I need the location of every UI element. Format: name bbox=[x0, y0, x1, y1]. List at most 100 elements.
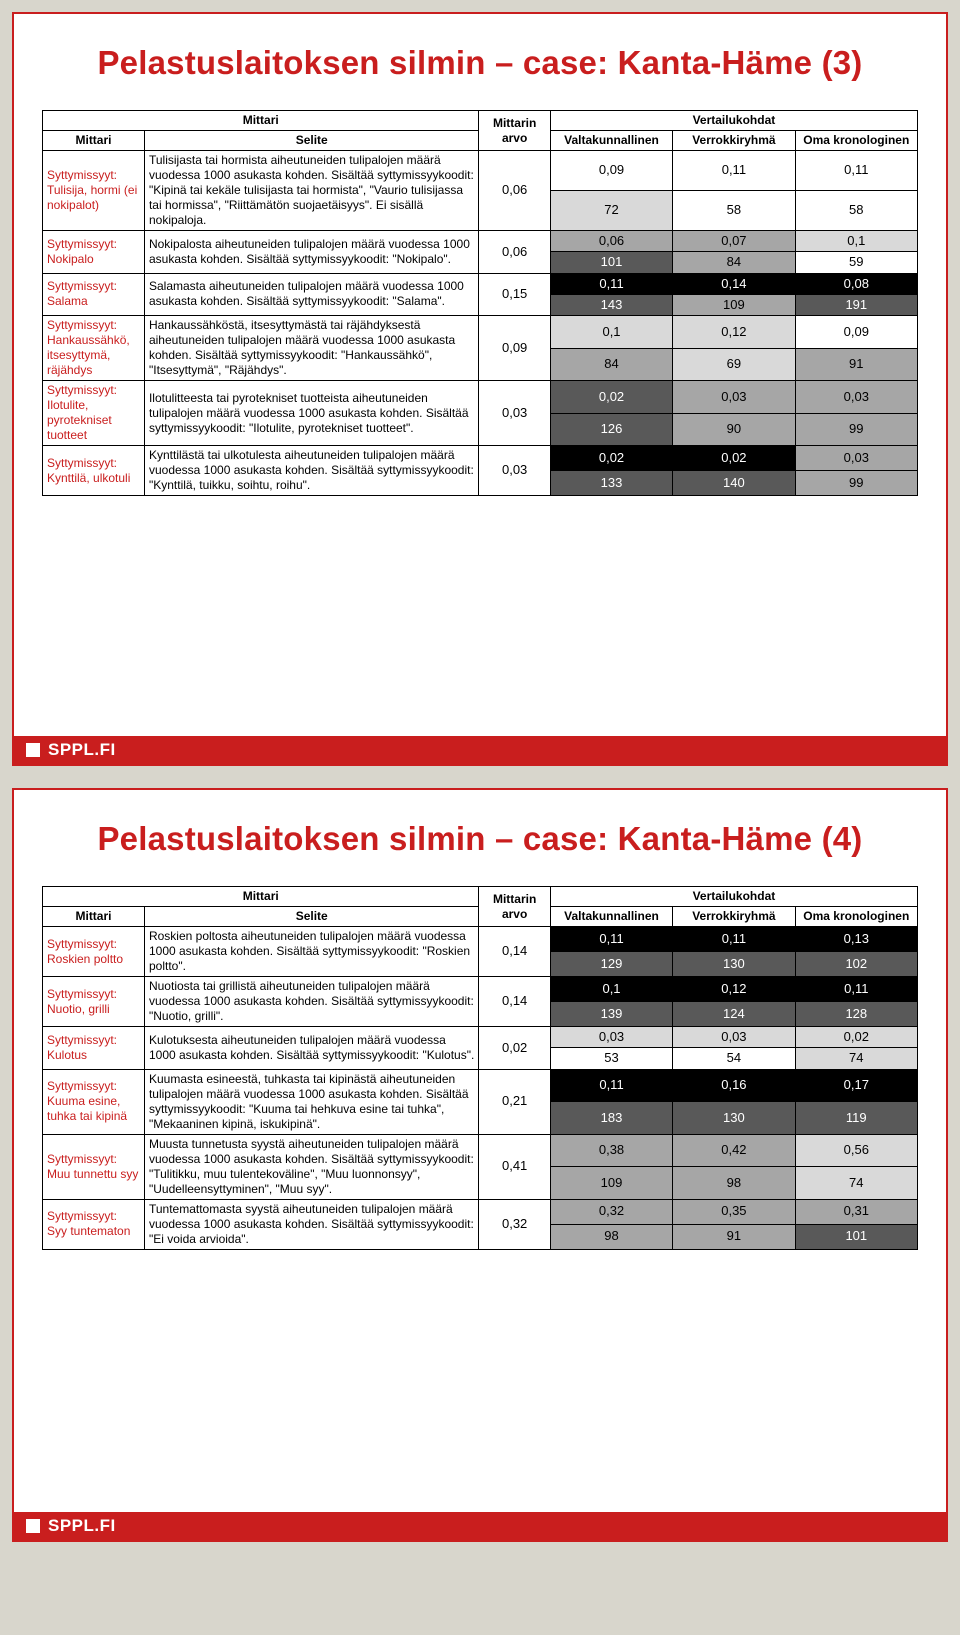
table-row: Syttymissyyt: Hankaussähkö, itsesyttymä,… bbox=[43, 316, 918, 349]
footer-text: SPPL.FI bbox=[48, 740, 116, 760]
data-cell: 0,1 bbox=[550, 316, 672, 349]
data-cell: 133 bbox=[550, 471, 672, 496]
data-cell: 99 bbox=[795, 471, 917, 496]
mittari-cell: Syttymissyyt: Nuotio, grilli bbox=[43, 977, 145, 1027]
header-mittari: Mittari bbox=[43, 131, 145, 151]
data-cell: 109 bbox=[673, 294, 795, 315]
data-cell: 98 bbox=[550, 1224, 672, 1249]
mittari-label: Syttymissyyt: Nokipalo bbox=[47, 237, 117, 266]
data-cell: 0,38 bbox=[550, 1134, 672, 1167]
selite-cell: Kynttilästä tai ulkotulesta aiheutuneide… bbox=[144, 446, 478, 496]
header-mittari: Mittari bbox=[43, 907, 145, 927]
data-cell: 99 bbox=[795, 413, 917, 446]
arvo-cell: 0,06 bbox=[479, 151, 550, 231]
data-cell: 0,11 bbox=[795, 977, 917, 1002]
data-cell: 74 bbox=[795, 1167, 917, 1200]
selite-text: Muusta tunnetusta syystä aiheutuneiden t… bbox=[149, 1137, 474, 1196]
data-cell: 84 bbox=[673, 252, 795, 273]
table-row: Syttymissyyt: Muu tunnettu syyMuusta tun… bbox=[43, 1134, 918, 1167]
mittari-label: Syttymissyyt: Salama bbox=[47, 279, 117, 308]
mittari-label: Syttymissyyt: Roskien poltto bbox=[47, 937, 123, 966]
arvo-cell: 0,03 bbox=[479, 446, 550, 496]
mittari-label: Syttymissyyt: Kuuma esine, tuhka tai kip… bbox=[47, 1079, 127, 1123]
selite-cell: Roskien poltosta aiheutuneiden tulipaloj… bbox=[144, 927, 478, 977]
mittari-cell: Syttymissyyt: Tulisija, hormi (ei nokipa… bbox=[43, 151, 145, 231]
data-cell: 58 bbox=[795, 191, 917, 231]
table-row: Syttymissyyt: Syy tuntematonTuntemattoma… bbox=[43, 1199, 918, 1224]
data-cell: 0,02 bbox=[673, 446, 795, 471]
mittari-cell: Syttymissyyt: Ilotulite, pyrotekniset tu… bbox=[43, 381, 145, 446]
data-table: Mittari Mittarin arvo Vertailukohdat Mit… bbox=[42, 886, 918, 1250]
header-verrokki: Verrokkiryhmä bbox=[673, 907, 795, 927]
selite-cell: Tuntemattomasta syystä aiheutuneiden tul… bbox=[144, 1199, 478, 1249]
data-cell: 140 bbox=[673, 471, 795, 496]
data-cell: 90 bbox=[673, 413, 795, 446]
arvo-cell: 0,06 bbox=[479, 231, 550, 274]
mittari-label: Syttymissyyt: Muu tunnettu syy bbox=[47, 1152, 138, 1181]
table-row: Syttymissyyt: KulotusKulotuksesta aiheut… bbox=[43, 1027, 918, 1048]
data-cell: 0,11 bbox=[795, 151, 917, 191]
data-cell: 84 bbox=[550, 348, 672, 381]
selite-cell: Tulisijasta tai hormista aiheutuneiden t… bbox=[144, 151, 478, 231]
arvo-cell: 0,21 bbox=[479, 1069, 550, 1134]
slide: Pelastuslaitoksen silmin – case: Kanta-H… bbox=[12, 788, 948, 1542]
selite-text: Tulisijasta tai hormista aiheutuneiden t… bbox=[149, 153, 474, 227]
data-cell: 72 bbox=[550, 191, 672, 231]
selite-text: Tuntemattomasta syystä aiheutuneiden tul… bbox=[149, 1202, 474, 1246]
selite-text: Kynttilästä tai ulkotulesta aiheutuneide… bbox=[149, 448, 474, 492]
data-cell: 0,1 bbox=[550, 977, 672, 1002]
arvo-cell: 0,02 bbox=[479, 1027, 550, 1070]
data-cell: 0,14 bbox=[673, 273, 795, 294]
selite-text: Ilotulitteesta tai pyrotekniset tuotteis… bbox=[149, 391, 469, 435]
data-cell: 0,17 bbox=[795, 1069, 917, 1102]
data-cell: 0,09 bbox=[795, 316, 917, 349]
header-oma: Oma kronologinen bbox=[795, 907, 917, 927]
mittari-label: Syttymissyyt: Tulisija, hormi (ei nokipa… bbox=[47, 168, 137, 212]
data-cell: 91 bbox=[795, 348, 917, 381]
data-cell: 0,16 bbox=[673, 1069, 795, 1102]
mittari-label: Syttymissyyt: Ilotulite, pyrotekniset tu… bbox=[47, 383, 117, 442]
table-row: Syttymissyyt: Nuotio, grilliNuotiosta ta… bbox=[43, 977, 918, 1002]
mittari-cell: Syttymissyyt: Hankaussähkö, itsesyttymä,… bbox=[43, 316, 145, 381]
data-cell: 129 bbox=[550, 952, 672, 977]
data-cell: 0,32 bbox=[550, 1199, 672, 1224]
data-cell: 0,11 bbox=[673, 151, 795, 191]
table-row: Syttymissyyt: Roskien polttoRoskien polt… bbox=[43, 927, 918, 952]
data-cell: 74 bbox=[795, 1048, 917, 1069]
data-cell: 109 bbox=[550, 1167, 672, 1200]
selite-text: Kuumasta esineestä, tuhkasta tai kipinäs… bbox=[149, 1072, 469, 1131]
arvo-cell: 0,09 bbox=[479, 316, 550, 381]
data-cell: 0,03 bbox=[550, 1027, 672, 1048]
footer-square-icon bbox=[26, 743, 40, 757]
table-row: Syttymissyyt: Kynttilä, ulkotuliKynttilä… bbox=[43, 446, 918, 471]
selite-cell: Nokipalosta aiheutuneiden tulipalojen mä… bbox=[144, 231, 478, 274]
mittari-label: Syttymissyyt: Kulotus bbox=[47, 1033, 117, 1062]
header-selite: Selite bbox=[144, 907, 478, 927]
mittari-cell: Syttymissyyt: Kulotus bbox=[43, 1027, 145, 1070]
data-cell: 101 bbox=[550, 252, 672, 273]
header-mittari-group: Mittari bbox=[43, 887, 479, 907]
arvo-cell: 0,41 bbox=[479, 1134, 550, 1199]
selite-text: Hankaussähköstä, itsesyttymästä tai räjä… bbox=[149, 318, 455, 377]
data-cell: 91 bbox=[673, 1224, 795, 1249]
mittari-cell: Syttymissyyt: Nokipalo bbox=[43, 231, 145, 274]
data-cell: 101 bbox=[795, 1224, 917, 1249]
header-vertailu-group: Vertailukohdat bbox=[550, 111, 917, 131]
selite-text: Salamasta aiheutuneiden tulipalojen määr… bbox=[149, 279, 464, 308]
data-cell: 0,13 bbox=[795, 927, 917, 952]
data-cell: 0,09 bbox=[550, 151, 672, 191]
selite-text: Nuotiosta tai grillistä aiheutuneiden tu… bbox=[149, 979, 474, 1023]
data-cell: 0,06 bbox=[550, 231, 672, 252]
selite-cell: Salamasta aiheutuneiden tulipalojen määr… bbox=[144, 273, 478, 316]
footer-square-icon bbox=[26, 1519, 40, 1533]
data-cell: 191 bbox=[795, 294, 917, 315]
data-cell: 0,11 bbox=[673, 927, 795, 952]
data-cell: 124 bbox=[673, 1002, 795, 1027]
data-cell: 0,12 bbox=[673, 977, 795, 1002]
mittari-cell: Syttymissyyt: Muu tunnettu syy bbox=[43, 1134, 145, 1199]
mittari-cell: Syttymissyyt: Kuuma esine, tuhka tai kip… bbox=[43, 1069, 145, 1134]
data-cell: 0,35 bbox=[673, 1199, 795, 1224]
data-cell: 0,31 bbox=[795, 1199, 917, 1224]
mittari-label: Syttymissyyt: Hankaussähkö, itsesyttymä,… bbox=[47, 318, 130, 377]
data-cell: 54 bbox=[673, 1048, 795, 1069]
